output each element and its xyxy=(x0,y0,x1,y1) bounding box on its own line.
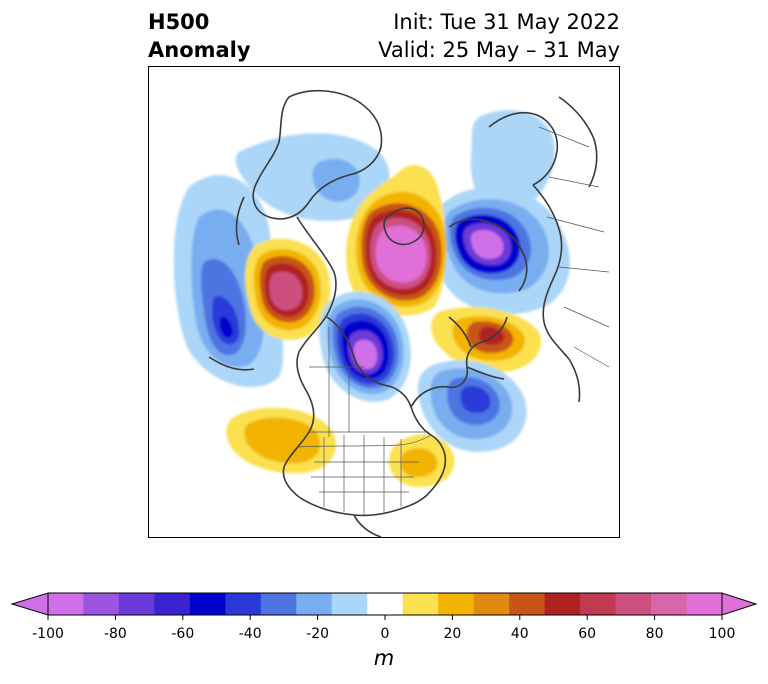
colorbar-cell xyxy=(118,593,155,615)
colorbar-tick-label: -100 xyxy=(32,626,64,642)
colorbar-ticks xyxy=(47,615,723,620)
colorbar-cell xyxy=(402,593,439,615)
colorbar-tick-label: 40 xyxy=(510,626,529,642)
title-line-1: H500 xyxy=(148,10,210,34)
colorbar-unit-label: m xyxy=(373,646,395,670)
valid-date-label: Valid: 25 May – 31 May xyxy=(378,38,620,62)
anomaly-map xyxy=(173,89,610,537)
colorbar-under-arrow xyxy=(10,592,49,616)
anomaly-contours xyxy=(173,110,571,487)
colorbar-tick-label: -80 xyxy=(103,626,127,642)
colorbar-over-arrow xyxy=(721,592,758,616)
forecast-dates: Init: Tue 31 May 2022 Valid: 25 May – 31… xyxy=(378,8,620,64)
colorbar-cell xyxy=(189,593,226,615)
anomaly-north-pacific-negative xyxy=(173,175,284,387)
coastlines xyxy=(208,89,598,537)
anomaly-arctic-ridge-positive xyxy=(346,164,447,316)
colorbar-cell xyxy=(473,593,510,615)
map-title: H500 Anomaly xyxy=(148,8,251,64)
colorbar xyxy=(10,592,758,620)
anomaly-central-pacific-positive xyxy=(226,407,337,474)
colorbar-tick-label: -60 xyxy=(171,626,195,642)
colorbar-cell xyxy=(83,593,120,615)
colorbar-cell xyxy=(48,593,84,615)
colorbar-cell xyxy=(296,593,333,615)
colorbar-cell xyxy=(686,593,723,615)
colorbar-tick-label: -20 xyxy=(306,626,330,642)
colorbar-cell xyxy=(509,593,546,615)
colorbar-tick-label: 100 xyxy=(708,626,736,642)
colorbar-tick-label: 60 xyxy=(578,626,597,642)
colorbar-cells xyxy=(48,593,723,615)
colorbar-cell xyxy=(154,593,191,615)
colorbar-cell xyxy=(615,593,652,615)
colorbar-tick-label: -40 xyxy=(238,626,262,642)
colorbar-cell xyxy=(225,593,262,615)
colorbar-tick-label: 80 xyxy=(645,626,664,642)
init-date-label: Init: Tue 31 May 2022 xyxy=(393,10,620,34)
anomaly-alaska-positive xyxy=(245,238,331,341)
title-line-2: Anomaly xyxy=(148,38,251,62)
colorbar-cell xyxy=(260,593,297,615)
map-panel xyxy=(148,66,620,538)
colorbar-cell xyxy=(651,593,688,615)
political-borders xyxy=(298,126,610,515)
anomaly-eastern-us-positive xyxy=(389,434,455,487)
colorbar-cell xyxy=(580,593,617,615)
colorbar-tick-label: 20 xyxy=(443,626,462,642)
colorbar-tick-label: 0 xyxy=(380,626,390,642)
colorbar-cell xyxy=(544,593,581,615)
colorbar-cell xyxy=(438,593,475,615)
colorbar-cell xyxy=(367,593,404,615)
anomaly-siberia-negative xyxy=(429,187,571,314)
colorbar-cell xyxy=(331,593,368,615)
anomaly-north-atlantic-negative xyxy=(417,360,527,452)
